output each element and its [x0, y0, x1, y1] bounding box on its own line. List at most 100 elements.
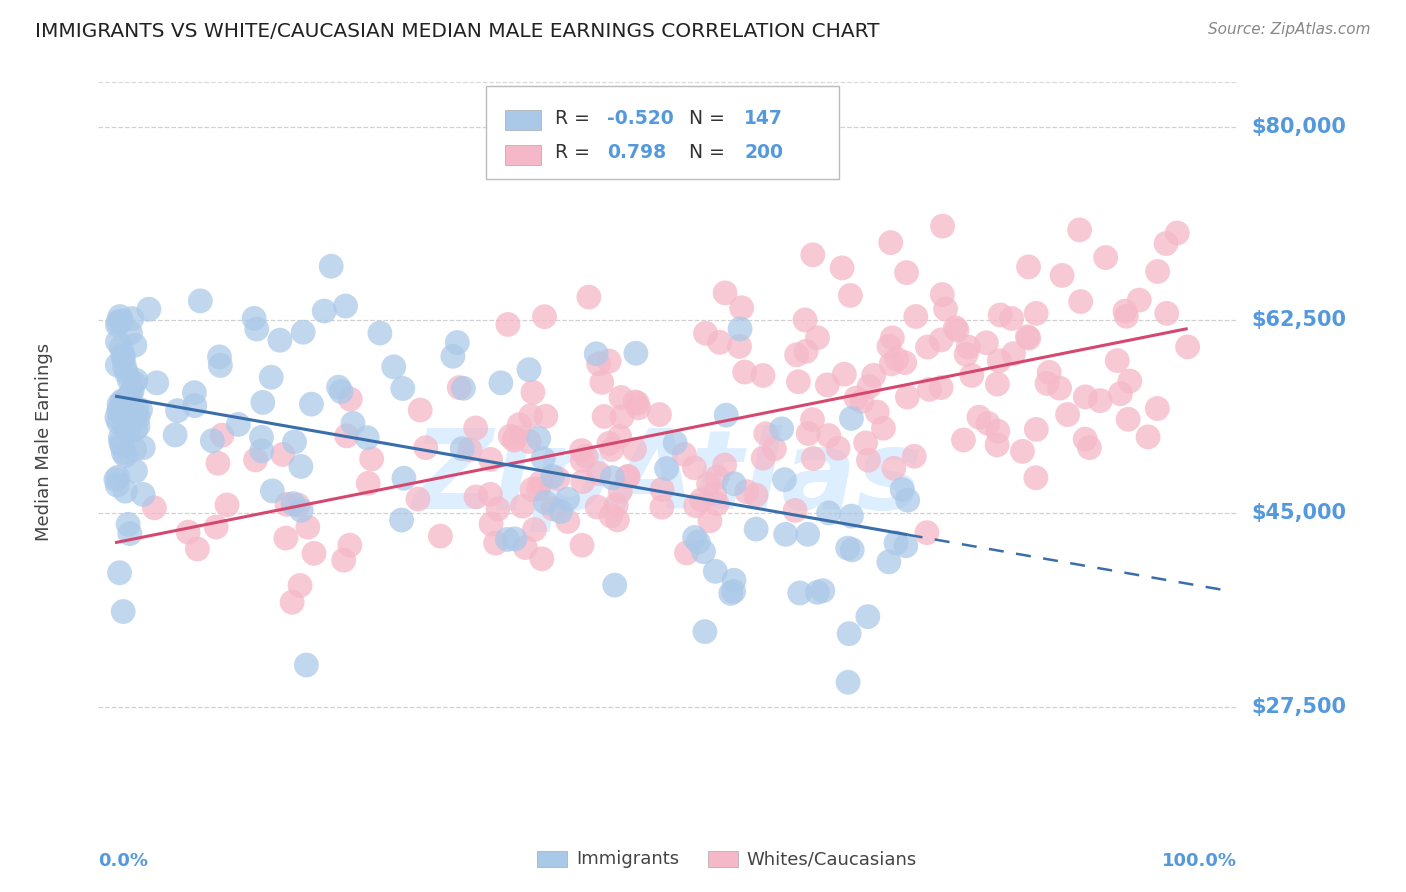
- Point: [855, 436, 877, 450]
- Point: [114, 359, 136, 374]
- Point: [111, 439, 134, 453]
- Point: [547, 472, 569, 486]
- Point: [977, 417, 1000, 431]
- Point: [336, 429, 359, 443]
- Point: [534, 409, 557, 424]
- Point: [655, 461, 678, 475]
- Point: [935, 301, 957, 316]
- Point: [720, 586, 742, 600]
- Point: [752, 368, 775, 383]
- Point: [464, 421, 486, 435]
- Point: [252, 395, 274, 409]
- Point: [685, 499, 707, 513]
- Point: [606, 513, 628, 527]
- Point: [292, 325, 315, 339]
- Point: [112, 605, 135, 619]
- Point: [127, 410, 149, 425]
- Point: [124, 408, 146, 422]
- Point: [988, 353, 1011, 368]
- Point: [917, 340, 939, 354]
- Point: [967, 410, 990, 425]
- Point: [931, 219, 953, 234]
- Point: [458, 442, 481, 457]
- Point: [165, 428, 187, 442]
- FancyBboxPatch shape: [485, 87, 839, 178]
- Point: [115, 366, 138, 380]
- Point: [1107, 353, 1129, 368]
- Point: [527, 482, 550, 496]
- Point: [276, 497, 298, 511]
- Point: [626, 396, 648, 410]
- Point: [651, 483, 673, 497]
- Point: [207, 456, 229, 470]
- Point: [593, 409, 616, 424]
- Point: [986, 377, 1008, 392]
- Point: [118, 373, 141, 387]
- Point: [786, 348, 808, 362]
- Point: [120, 407, 142, 421]
- Point: [693, 624, 716, 639]
- Point: [603, 578, 626, 592]
- Point: [839, 288, 862, 302]
- Point: [1056, 408, 1078, 422]
- Point: [735, 484, 758, 499]
- Point: [121, 311, 143, 326]
- Point: [801, 451, 824, 466]
- Point: [1002, 346, 1025, 360]
- Point: [929, 333, 952, 347]
- Point: [1114, 304, 1136, 318]
- Point: [517, 362, 540, 376]
- Point: [449, 381, 471, 395]
- Point: [1154, 236, 1177, 251]
- Point: [586, 500, 609, 514]
- Point: [943, 320, 966, 334]
- Text: $80,000: $80,000: [1251, 117, 1346, 136]
- Point: [837, 541, 859, 555]
- Text: Immigrants: Immigrants: [576, 850, 679, 868]
- Point: [515, 541, 537, 555]
- Point: [122, 376, 145, 391]
- Point: [1156, 306, 1178, 320]
- Point: [904, 310, 927, 324]
- Point: [112, 404, 135, 418]
- Point: [1038, 365, 1060, 379]
- Point: [918, 383, 941, 397]
- Point: [1088, 393, 1111, 408]
- Point: [356, 431, 378, 445]
- Point: [627, 401, 650, 415]
- Point: [124, 442, 146, 457]
- Point: [382, 359, 405, 374]
- Point: [451, 442, 474, 456]
- Point: [858, 380, 880, 394]
- Point: [125, 373, 148, 387]
- Point: [986, 438, 1008, 452]
- Point: [838, 626, 860, 640]
- Point: [114, 484, 136, 499]
- Point: [801, 248, 824, 262]
- Point: [531, 451, 554, 466]
- Point: [328, 380, 350, 394]
- Point: [987, 424, 1010, 438]
- Point: [118, 526, 141, 541]
- Point: [1049, 381, 1071, 395]
- Point: [783, 503, 806, 517]
- Point: [107, 334, 129, 349]
- Point: [107, 470, 129, 484]
- Point: [801, 412, 824, 426]
- Point: [209, 359, 232, 373]
- Point: [1166, 226, 1188, 240]
- Point: [269, 333, 291, 347]
- Point: [120, 386, 142, 401]
- Point: [1146, 264, 1168, 278]
- Point: [557, 492, 579, 507]
- Point: [728, 339, 751, 353]
- Point: [314, 304, 336, 318]
- Point: [1025, 471, 1047, 485]
- Point: [335, 299, 357, 313]
- Point: [145, 376, 167, 390]
- Point: [391, 513, 413, 527]
- Point: [110, 341, 132, 355]
- Point: [441, 349, 464, 363]
- Point: [184, 399, 207, 413]
- Point: [745, 488, 768, 502]
